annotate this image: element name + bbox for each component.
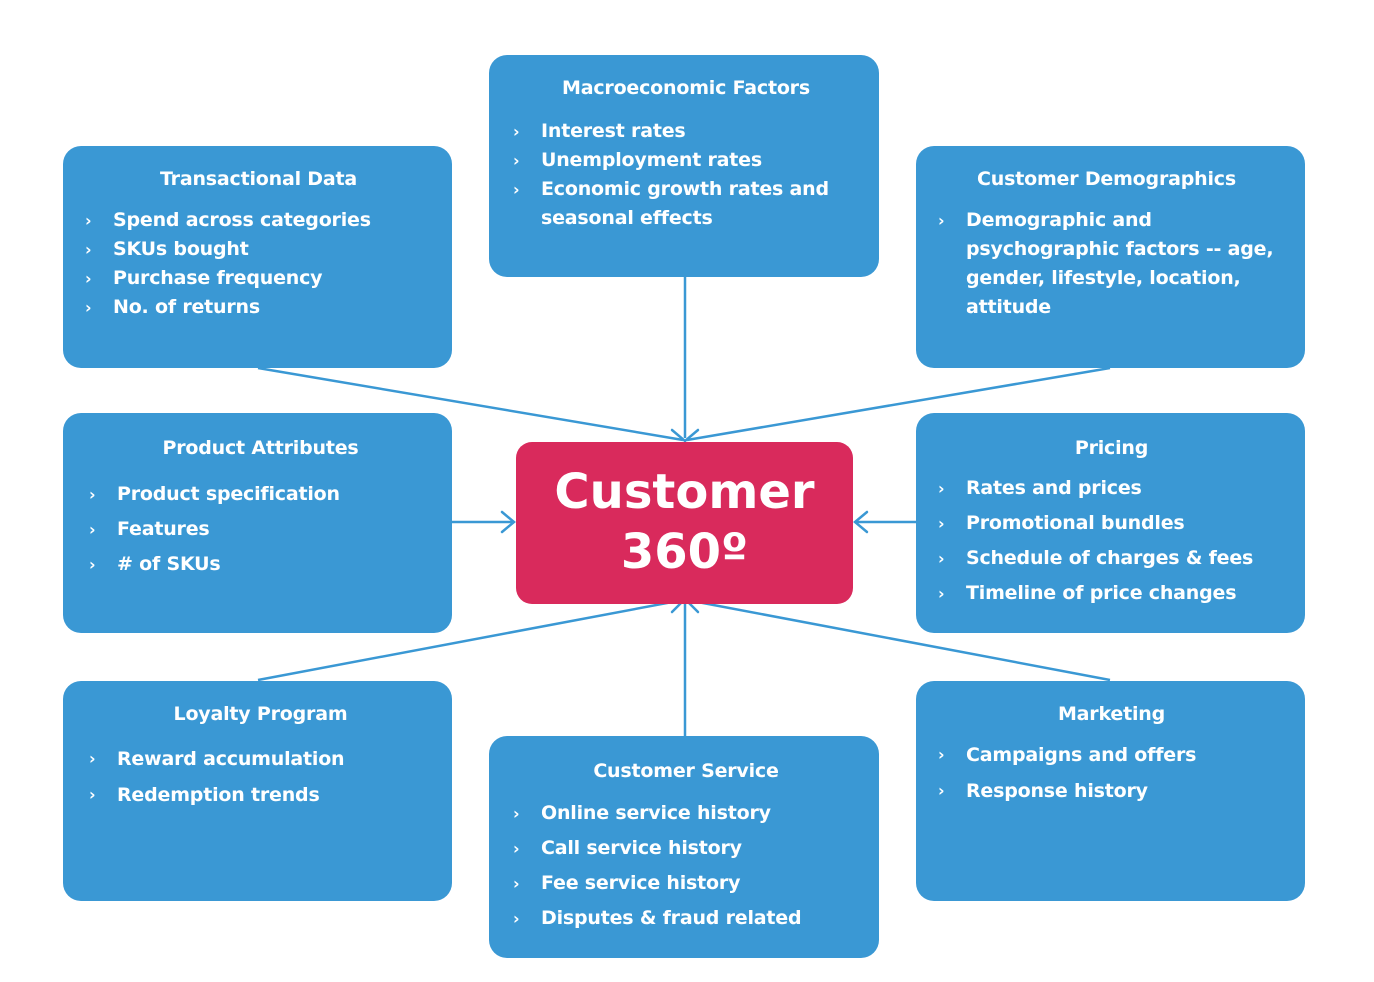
arrowhead-top [670,428,700,443]
list-item: › # of SKUs [89,547,432,582]
bullet-icon: › [938,781,945,800]
box-customer-demographics: Customer Demographics › Demographic and p… [916,146,1305,368]
bullet-icon: › [89,555,96,574]
box-customer-service: Customer Service › Online service history… [489,736,879,958]
item-list: › Spend across categories › SKUs bought › P… [85,206,432,322]
center-node-customer-360: Customer 360º [516,442,853,604]
list-item: › No. of returns [85,293,432,322]
item-list: › Interest rates › Unemployment rates › Eco… [513,117,859,233]
item-list: › Campaigns and offers › Response history [938,737,1285,809]
bullet-icon: › [513,839,520,858]
bullet-icon: › [938,549,945,568]
bullet-icon: › [85,298,92,317]
list-item: › Features [89,512,432,547]
bullet-icon: › [89,485,96,504]
box-title: Transactional Data [159,168,357,190]
list-item: › Interest rates [513,117,859,146]
item-list: › Online service history › Call service hi… [513,796,859,936]
list-item: › Schedule of charges & fees [938,541,1285,576]
bullet-icon: › [513,122,520,141]
bullet-icon: › [85,211,92,230]
box-title: Pricing [1074,437,1149,459]
connector-loyalty [257,598,684,682]
item-list: › Rates and prices › Promotional bundles ›… [938,471,1285,611]
box-title: Macroeconomic Factors [562,77,810,99]
arrowhead-right [853,510,869,534]
connector-marketing [686,598,1111,682]
connector-demographics [686,366,1111,442]
list-item: › Reward accumulation [89,741,432,777]
bullet-icon: › [938,479,945,498]
bullet-icon: › [89,749,96,768]
bullet-icon: › [513,874,520,893]
box-title: Customer Demographics [977,168,1236,190]
bullet-icon: › [85,240,92,259]
bullet-icon: › [938,584,945,603]
list-item: › Timeline of price changes [938,576,1285,611]
list-item: › Online service history [513,796,859,831]
box-marketing: Marketing › Campaigns and offers › Respons… [916,681,1305,901]
bullet-icon: › [89,785,96,804]
bullet-icon: › [513,804,520,823]
box-title: Marketing [1057,703,1166,725]
list-item: › Disputes & fraud related [513,901,859,936]
arrowhead-left [500,510,516,534]
connector-transactional [257,366,684,442]
bullet-icon: › [513,151,520,170]
bullet-icon: › [938,211,945,230]
list-item: › Promotional bundles [938,506,1285,541]
list-item: › Rates and prices [938,471,1285,506]
bullet-icon: › [938,514,945,533]
bullet-icon: › [938,745,945,764]
list-item: › Product specification [89,477,432,512]
item-list: › Product specification › Features › # of S… [89,477,432,582]
box-macroeconomic-factors: Macroeconomic Factors › Interest rates › U… [489,55,879,277]
list-item: › Unemployment rates [513,146,859,175]
list-item: › Fee service history [513,866,859,901]
item-list: › Demographic and psychographic factors -… [938,206,1275,322]
center-subtitle: 360º [620,524,749,580]
list-item: › Call service history [513,831,859,866]
center-title: Customer [554,464,815,520]
list-item: › Redemption trends [89,777,432,813]
list-item: › Economic growth rates and seasonal effe… [513,175,859,233]
bullet-icon: › [513,180,520,199]
list-item: › SKUs bought [85,235,432,264]
box-product-attributes: Product Attributes › Product specificatio… [63,413,452,633]
box-title: Customer Service [593,760,779,782]
box-title: Product Attributes [162,437,359,459]
list-item: › Purchase frequency [85,264,432,293]
bullet-icon: › [85,269,92,288]
list-item: › Demographic and psychographic factors -… [938,206,1275,322]
box-loyalty-program: Loyalty Program › Reward accumulation › Re… [63,681,452,901]
list-item: › Campaigns and offers [938,737,1285,773]
item-list: › Reward accumulation › Redemption trends [89,741,432,813]
box-title: Loyalty Program [173,703,348,725]
box-pricing: Pricing › Rates and prices › Promotional b… [916,413,1305,633]
bullet-icon: › [89,520,96,539]
list-item: › Spend across categories [85,206,432,235]
bullet-icon: › [513,909,520,928]
list-item: › Response history [938,773,1285,809]
box-transactional-data: Transactional Data › Spend across categor… [63,146,452,368]
